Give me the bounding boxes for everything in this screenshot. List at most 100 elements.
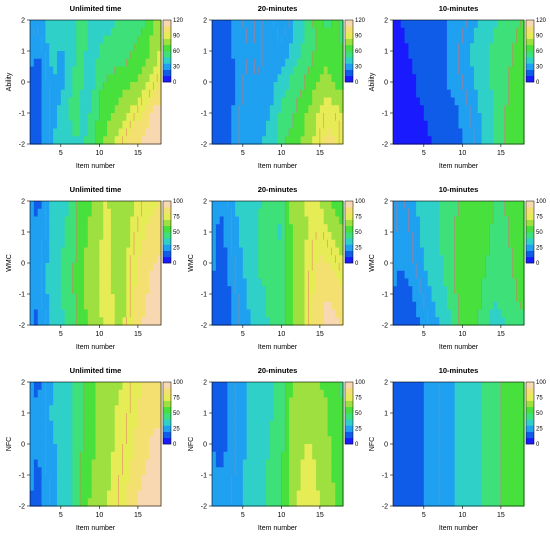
heat-cell — [103, 475, 108, 484]
heat-cell — [114, 224, 120, 233]
heat-cell — [504, 43, 510, 52]
heat-cell — [335, 239, 340, 249]
heat-cell — [404, 317, 410, 326]
heat-cell — [49, 120, 54, 130]
heat-cell — [37, 490, 43, 499]
heat-cell — [91, 20, 97, 29]
heat-cell — [443, 224, 448, 233]
heat-cell — [423, 89, 429, 99]
heat-cell — [80, 224, 85, 233]
heat-cell — [110, 301, 116, 311]
heat-cell — [312, 467, 317, 476]
heat-cell — [91, 270, 97, 280]
heat-cell — [223, 451, 229, 461]
heat-cell — [435, 43, 440, 52]
heat-cell — [327, 239, 333, 249]
heat-cell — [122, 216, 127, 225]
heat-cell — [304, 89, 309, 99]
colorbar-swatch — [345, 20, 353, 27]
heat-cell — [242, 451, 248, 461]
heat-cell — [408, 294, 413, 303]
heat-cell — [72, 301, 77, 311]
y-tick-label: 1 — [384, 49, 388, 56]
heat-cell — [396, 66, 402, 75]
heat-cell — [242, 51, 248, 60]
heat-cell — [262, 255, 267, 264]
y-tick-label: 0 — [21, 261, 25, 268]
heat-cell — [323, 428, 329, 437]
x-axis-label: Item number — [76, 525, 116, 532]
heat-cell — [212, 51, 217, 60]
heat-cell — [45, 89, 50, 99]
colorbar-swatch — [163, 44, 171, 52]
heat-cell — [289, 89, 294, 99]
heat-cell — [122, 255, 127, 264]
heat-cell — [145, 208, 151, 218]
heat-cell — [246, 43, 252, 52]
heat-cell — [130, 294, 135, 303]
heat-cell — [99, 27, 104, 37]
heat-cell — [281, 475, 286, 484]
heat-cell — [76, 247, 81, 256]
heat-cell — [443, 20, 448, 29]
heat-cell — [95, 97, 100, 106]
heat-cell — [439, 224, 444, 233]
heat-cell — [304, 113, 309, 122]
heat-cell — [49, 444, 54, 453]
heat-cell — [412, 301, 417, 311]
heat-cell — [277, 436, 282, 445]
heat-cell — [485, 51, 490, 60]
heat-cell — [87, 216, 93, 225]
heat-cell — [300, 82, 306, 91]
heat-cell — [331, 74, 336, 83]
heat-cell — [30, 20, 35, 29]
heat-cell — [466, 58, 471, 68]
heat-cell — [304, 420, 309, 430]
heat-cell — [300, 467, 306, 476]
heat-cell — [273, 286, 279, 295]
heat-cell — [238, 475, 244, 484]
heat-cell — [273, 294, 279, 303]
heat-cell — [500, 89, 506, 99]
heat-cell — [497, 58, 502, 68]
heat-cell — [83, 105, 89, 114]
heat-cell — [508, 278, 514, 287]
heat-cell — [258, 436, 263, 445]
heat-cell — [76, 255, 81, 264]
heat-cell — [223, 128, 229, 137]
heat-cell — [485, 136, 490, 145]
heat-cell — [110, 444, 116, 453]
heat-cell — [30, 82, 35, 91]
heat-cell — [99, 482, 104, 492]
heat-cell — [477, 239, 483, 249]
heat-cell — [145, 286, 151, 295]
y-tick-label: 0 — [21, 80, 25, 87]
colorbar-swatch — [163, 207, 171, 214]
heat-cell — [30, 317, 35, 326]
heat-cell — [80, 113, 85, 122]
heat-cell — [56, 82, 62, 91]
heat-cell — [458, 263, 463, 272]
heat-cell — [157, 294, 162, 303]
heat-cell — [72, 97, 77, 106]
heat-cell — [149, 405, 154, 414]
heat-cell — [118, 444, 124, 453]
heat-cell — [238, 294, 244, 303]
heat-cell — [134, 224, 139, 233]
heat-cell — [72, 232, 77, 241]
heat-cell — [130, 136, 135, 145]
heat-cell — [103, 498, 108, 507]
heat-cell — [110, 58, 116, 68]
heat-cell — [473, 294, 479, 303]
heat-cell — [53, 270, 58, 280]
heat-cell — [231, 309, 236, 318]
heat-cell — [76, 35, 81, 44]
heat-cell — [454, 113, 460, 122]
heat-cell — [49, 382, 54, 391]
heat-cell — [396, 255, 402, 264]
heat-cell — [99, 294, 104, 303]
heat-cell — [404, 105, 410, 114]
heat-cell — [473, 35, 479, 44]
heat-cell — [292, 27, 298, 37]
heat-cell — [76, 82, 81, 91]
